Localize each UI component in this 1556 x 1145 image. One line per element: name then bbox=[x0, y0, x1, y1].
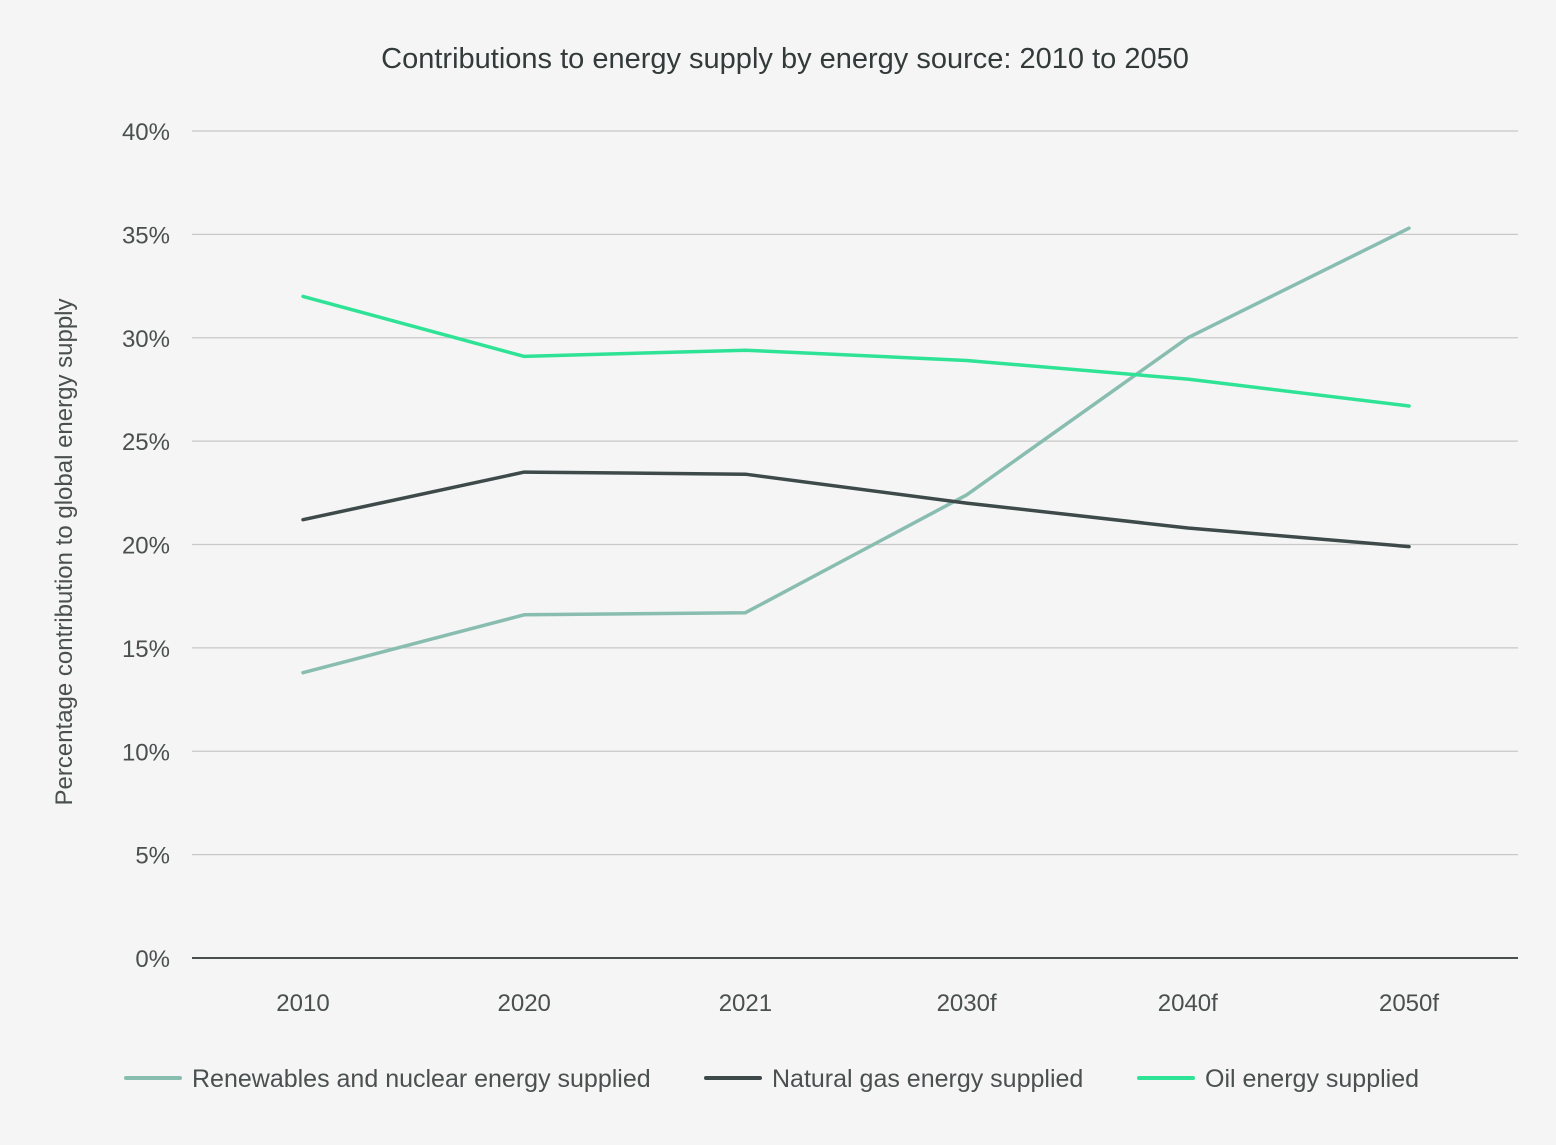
y-tick-label: 25% bbox=[122, 429, 170, 456]
legend-label: Renewables and nuclear energy supplied bbox=[192, 1065, 651, 1093]
series-line-3 bbox=[301, 294, 1411, 408]
y-tick-label: 30% bbox=[122, 326, 170, 353]
chart-title: Contributions to energy supply by energy… bbox=[381, 43, 1189, 75]
y-tick-label: 20% bbox=[122, 533, 170, 560]
y-tick-label: 35% bbox=[122, 222, 170, 249]
gridlines bbox=[192, 130, 1518, 959]
x-tick-label: 2040f bbox=[1158, 990, 1218, 1017]
series-line-1 bbox=[301, 226, 1411, 675]
x-tick-label: 2010 bbox=[276, 990, 329, 1017]
y-tick-label: 10% bbox=[122, 739, 170, 766]
x-tick-label: 2021 bbox=[719, 990, 772, 1017]
x-tick-label: 2030f bbox=[937, 990, 997, 1017]
series-line-2 bbox=[301, 470, 1411, 549]
legend-label: Oil energy supplied bbox=[1205, 1065, 1419, 1093]
legend-label: Natural gas energy supplied bbox=[772, 1065, 1083, 1093]
y-tick-label: 40% bbox=[122, 119, 170, 146]
legend: Renewables and nuclear energy supplied Na… bbox=[124, 1065, 1419, 1093]
x-tick-label: 2050f bbox=[1379, 990, 1439, 1017]
y-axis-label: Percentage contribution to global energy… bbox=[51, 299, 78, 806]
y-axis-ticks: 0% 5% 10% 15% 20% 25% 30% 35% 40% bbox=[122, 119, 170, 973]
x-tick-label: 2020 bbox=[498, 990, 551, 1017]
y-tick-label: 0% bbox=[135, 946, 170, 973]
y-tick-label: 5% bbox=[135, 843, 170, 870]
series-lines bbox=[301, 226, 1411, 675]
x-axis-ticks: 2010 2020 2021 2030f 2040f 2050f bbox=[276, 990, 1439, 1017]
y-tick-label: 15% bbox=[122, 636, 170, 663]
